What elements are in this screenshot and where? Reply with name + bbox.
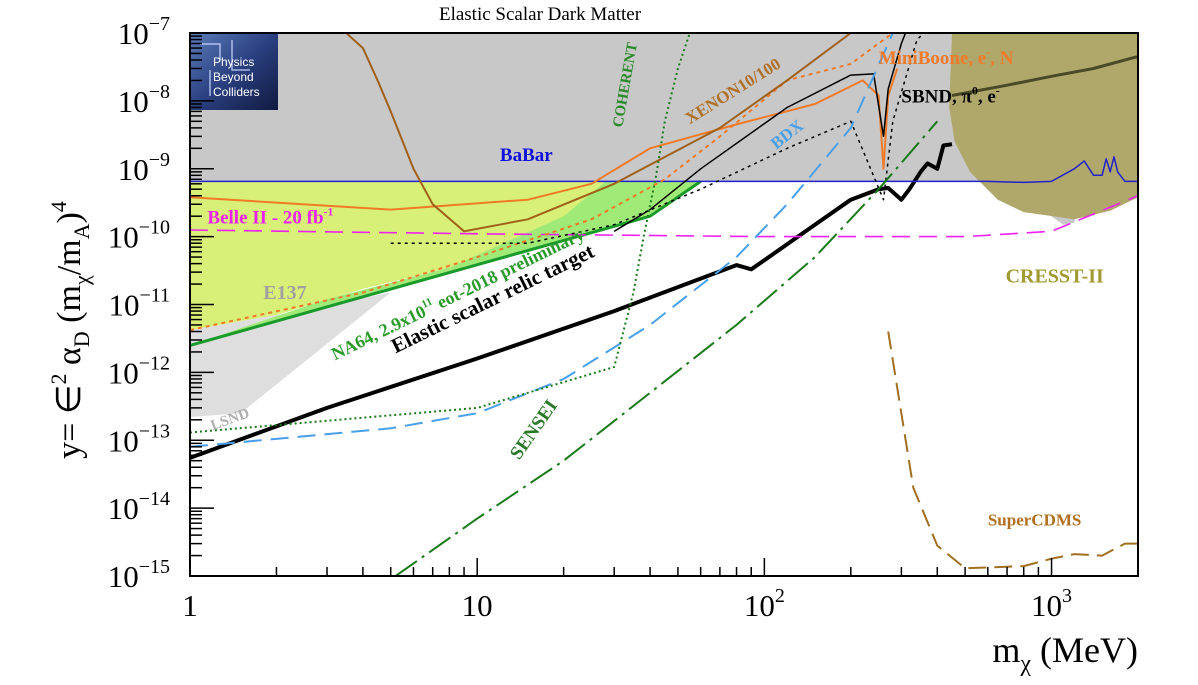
exclusion-curves (190, 33, 1138, 576)
curve-elastic-scalar-relic-target (190, 142, 953, 460)
curve-sbnd-dotted (390, 33, 925, 244)
y-axis-label: y= ∈2 αD (mχ/mA)4 (46, 201, 94, 459)
region-babar (190, 33, 1138, 225)
label-miniboone-e: MiniBoone, e-, N (879, 46, 1014, 69)
label-belle-ii-20-fb: Belle II - 20 fb-1 (207, 206, 333, 229)
curve-supercdms (887, 331, 1138, 570)
logo-circuit-lines (200, 40, 250, 96)
curve-belle-ii-20-fb (190, 195, 1138, 238)
x-axis-label: mχ (MeV) (992, 630, 1138, 677)
y-tick-label: 10−9 (118, 149, 170, 187)
chart-title: Elastic Scalar Dark Matter (439, 4, 642, 25)
curve-na64-2-9x10-eot-2018-preliminary (190, 180, 702, 347)
exclusion-regions (190, 33, 1138, 417)
x-tick-label: 103 (1031, 585, 1072, 623)
y-tick-label: 10−13 (108, 420, 170, 458)
curve-miniboone-dotted (190, 33, 894, 332)
label-cresst-ii: CRESST-II (1006, 266, 1104, 288)
logo-background (191, 34, 278, 110)
curve-xenon10-100 (345, 33, 852, 233)
y-tick-label: 10−11 (108, 285, 170, 323)
curve-cresst-ii (951, 55, 1138, 97)
y-tick-label: 10−10 (108, 217, 170, 255)
curve-miniboone-e-n (190, 68, 899, 211)
curve-babar (190, 156, 1138, 184)
curve-sbnd-e (613, 33, 907, 232)
y-tick-label: 10−8 (118, 81, 170, 119)
region-cresst-ii (949, 33, 1138, 220)
x-tick-label: 10 (462, 588, 493, 623)
logo-text-line: Beyond (213, 70, 254, 84)
x-axis-ticks: 1 10 102 103 (182, 558, 1139, 623)
y-tick-label: 10−14 (108, 488, 170, 526)
label-babar: BaBar (500, 145, 553, 166)
label-sensei: SENSEI (506, 396, 562, 463)
logo-text-line: Colliders (213, 85, 260, 99)
y-tick-label: 10−12 (108, 352, 170, 390)
region-e137 (190, 181, 606, 331)
logo-text-line: Physics (213, 55, 254, 69)
x-tick-label: 1 (182, 588, 198, 623)
region-lsnd (190, 292, 391, 417)
curve-coherent (190, 33, 691, 434)
y-tick-label: 10−7 (118, 13, 170, 51)
label-e137: E137 (263, 282, 306, 304)
y-axis-ticks: 10−7 10−8 10−9 10−10 10−11 10−12 10−13 10−14 10−… (108, 13, 214, 594)
label-sbnd: SBND, π0, e- (901, 84, 999, 107)
x-tick-label: 102 (744, 585, 785, 623)
y-tick-label: 10−15 (108, 556, 170, 594)
curve-bdx (190, 33, 894, 448)
label-supercdms: SuperCDMS (988, 511, 1082, 530)
region-na64 (190, 181, 701, 346)
